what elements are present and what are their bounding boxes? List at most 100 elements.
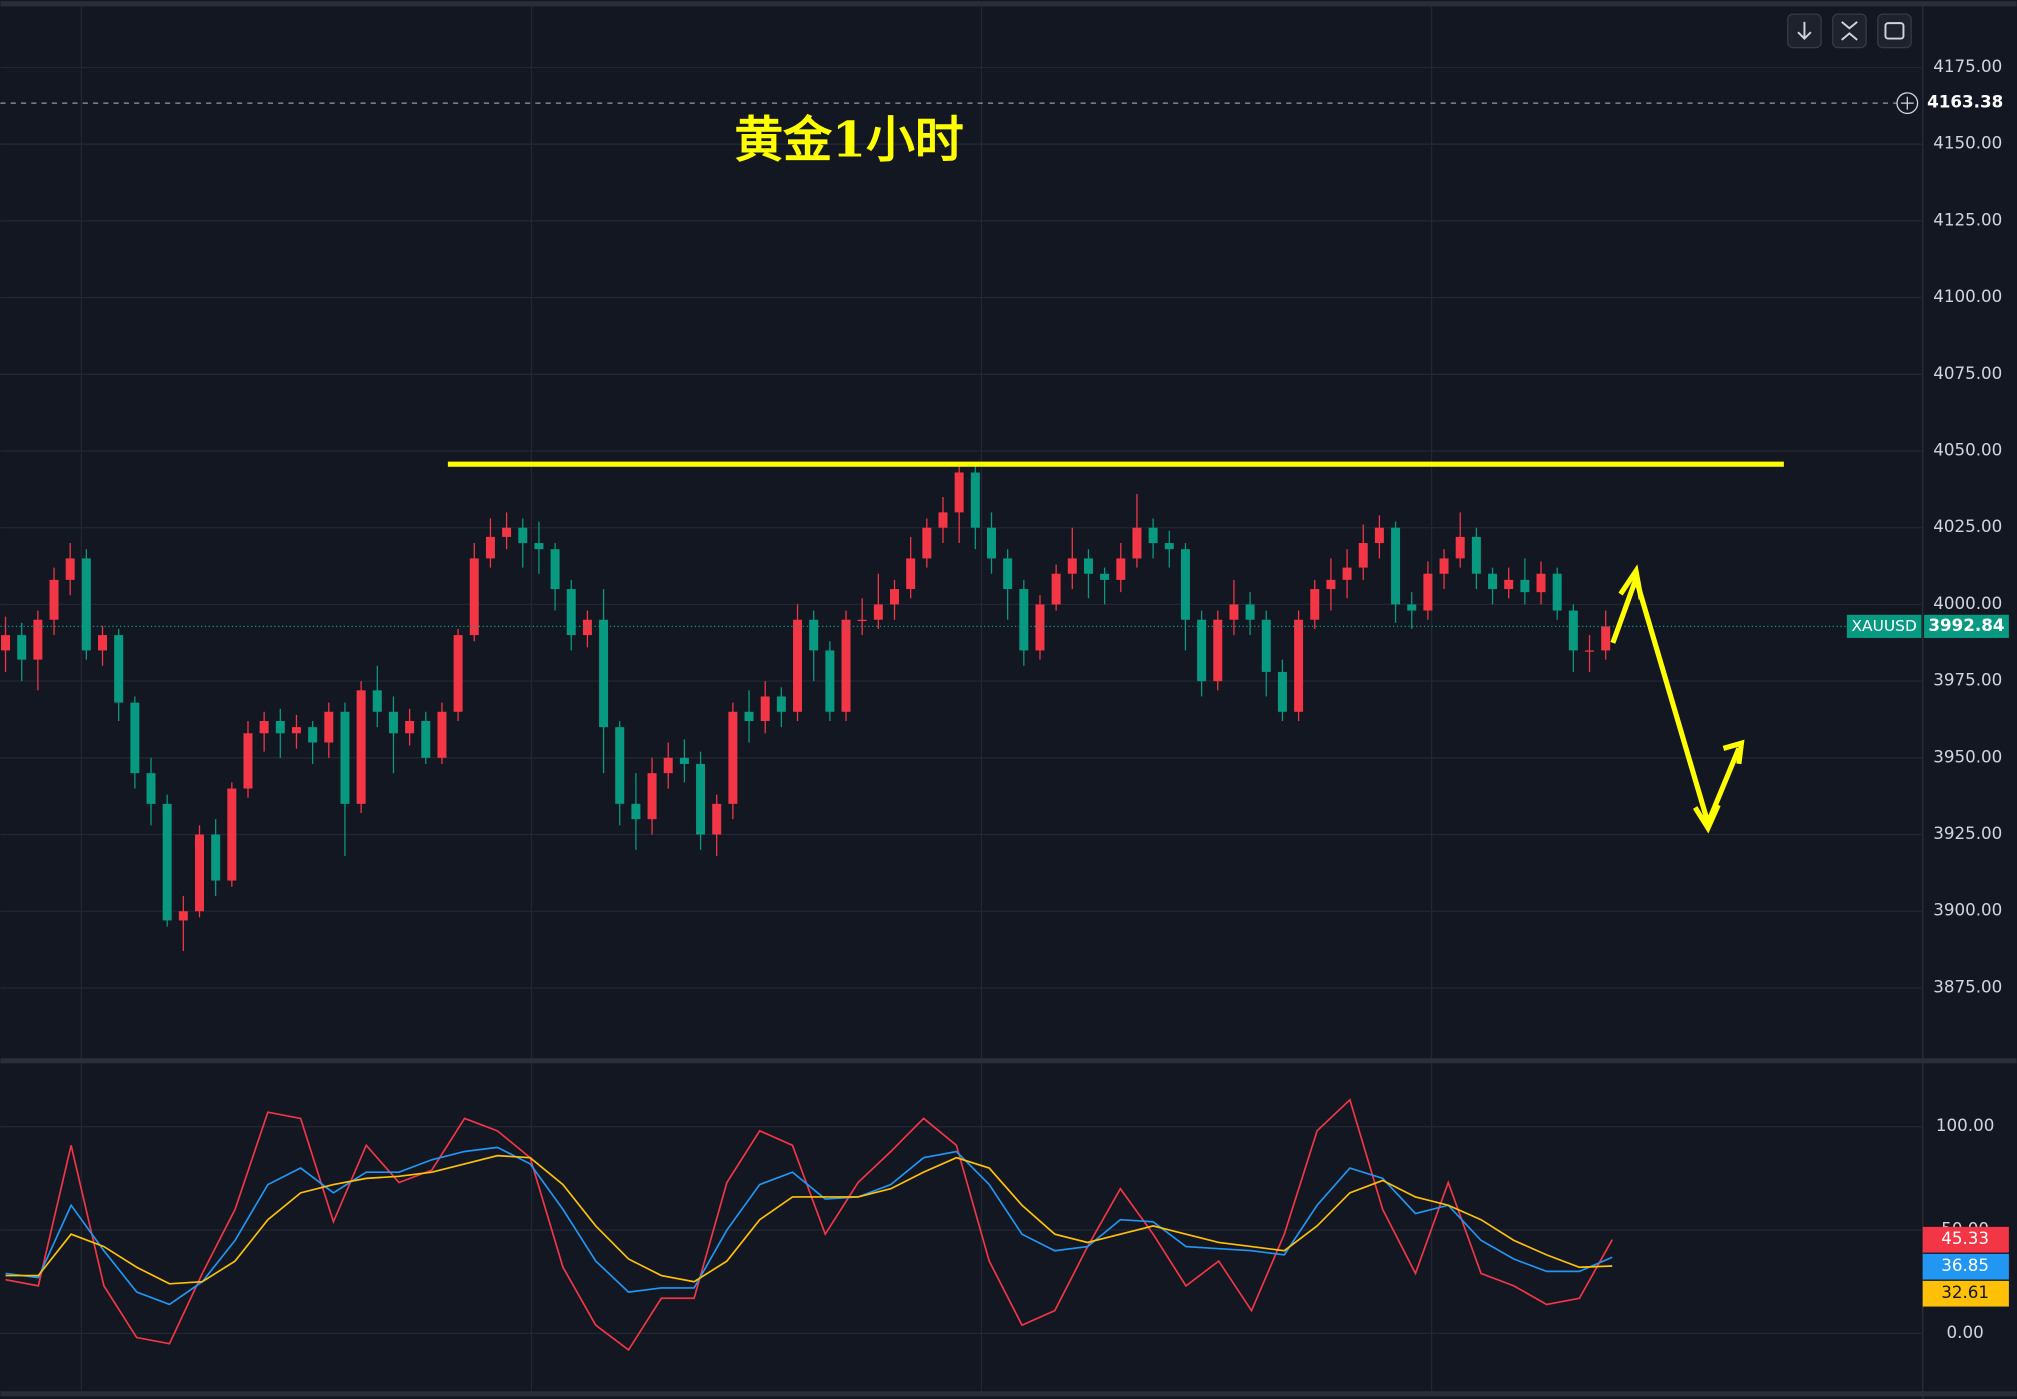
candle-body: [194, 834, 204, 912]
maximize-button[interactable]: [1877, 13, 1912, 49]
candle-body: [1277, 671, 1287, 712]
candle-body: [809, 619, 819, 651]
candle-body: [421, 721, 431, 758]
y-tick-label: 3925.00: [1933, 823, 2002, 843]
candle-body: [1391, 527, 1401, 605]
last-price-label: 3992.84: [1928, 615, 2004, 635]
candle-body: [453, 635, 463, 712]
candle-body: [615, 727, 625, 804]
candle-body: [1552, 573, 1562, 611]
candle-body: [760, 696, 770, 722]
candle-body: [1568, 610, 1578, 651]
value-label: 36.85: [1941, 1255, 1989, 1275]
candle-body: [1471, 536, 1481, 574]
candle-body: [938, 512, 948, 528]
candle-body: [1601, 626, 1611, 651]
candle-body: [1504, 579, 1514, 590]
candle-body: [485, 536, 495, 559]
candle-body: [1294, 619, 1304, 712]
candle-body: [1585, 650, 1595, 652]
candle-body: [873, 604, 883, 620]
candle-body: [324, 711, 334, 743]
candle-body: [1083, 558, 1093, 574]
y-tick-label: 100.00: [1936, 1115, 1994, 1135]
arrow-head: [1618, 564, 1644, 600]
candle-body: [98, 635, 108, 651]
candle-body: [793, 619, 803, 712]
arrow-head: [1692, 803, 1721, 834]
candle-body: [679, 757, 689, 764]
candle-body: [599, 619, 609, 728]
candle-body: [1164, 543, 1174, 550]
candle-body: [308, 727, 318, 743]
candle-body: [1116, 558, 1126, 580]
candle-body: [1455, 536, 1465, 559]
y-tick-label: 4175.00: [1933, 56, 2002, 76]
candle-body: [65, 558, 75, 580]
candle-body: [566, 589, 576, 636]
candle-body: [146, 773, 156, 804]
y-tick-label: 0.00: [1947, 1322, 1984, 1342]
candle-body: [340, 711, 350, 804]
y-tick-label: 4075.00: [1933, 363, 2002, 383]
plot: 3875.00 3900.00 3925.00 3950.00 3975.00 4000.…: [0, 56, 2009, 1352]
candle-body: [291, 727, 301, 734]
candle-body: [17, 635, 27, 660]
candle-body: [259, 721, 269, 734]
candle-body: [922, 527, 932, 559]
candle-body: [81, 558, 91, 651]
symbol-label: XAUUSD: [1851, 617, 1916, 635]
candle-body: [1423, 573, 1433, 611]
candle-body: [1407, 604, 1417, 611]
crosshair-label-box: [1925, 91, 2006, 115]
candle-body: [49, 579, 59, 620]
candle-body: [534, 543, 544, 550]
candle-body: [1067, 558, 1077, 574]
candle-body: [372, 690, 382, 712]
candle-body: [970, 472, 980, 528]
y-tick-label: 3900.00: [1933, 900, 2002, 920]
candle-body: [275, 721, 285, 734]
crosshair-price-label: 4163.38: [1927, 92, 2003, 112]
candle-body: [1035, 604, 1045, 651]
collapse-icon: [1841, 21, 1858, 41]
candle-body: [1374, 527, 1384, 544]
candle-body: [1197, 619, 1207, 682]
candle-body: [954, 472, 964, 513]
last-price-box: [1924, 614, 2009, 638]
value-label: 45.33: [1941, 1228, 1989, 1248]
candle-body: [437, 711, 447, 758]
candle-body: [469, 558, 479, 636]
oscillator-line: [5, 1154, 1613, 1285]
candle-body: [906, 558, 916, 590]
candle-body: [1213, 619, 1223, 682]
candle-body: [1261, 619, 1271, 672]
candle-body: [550, 549, 560, 590]
candle-body: [1, 635, 11, 651]
candle-body: [663, 757, 673, 774]
candle-body: [728, 711, 738, 804]
toolbar[interactable]: [1787, 13, 1912, 49]
collapse-button[interactable]: [1832, 13, 1867, 49]
candle-body: [1051, 573, 1061, 605]
candle-body: [841, 619, 851, 712]
candle-body: [1358, 543, 1368, 568]
maximize-icon: [1884, 22, 1905, 40]
y-tick-label: 3975.00: [1933, 670, 2002, 690]
candle-body: [1520, 579, 1530, 593]
candle-body: [33, 619, 43, 660]
candle-body: [388, 711, 398, 734]
candle-body: [1100, 573, 1110, 580]
candle-body: [631, 803, 641, 820]
annotation-arrows: [1610, 564, 1745, 834]
candle-body: [776, 696, 786, 712]
candle-body: [1488, 573, 1498, 590]
candle-body: [986, 527, 996, 559]
value-label: 32.61: [1941, 1282, 1989, 1302]
candle-body: [582, 619, 592, 636]
y-tick-label: 4025.00: [1933, 516, 2002, 536]
candle-body: [1148, 527, 1158, 544]
